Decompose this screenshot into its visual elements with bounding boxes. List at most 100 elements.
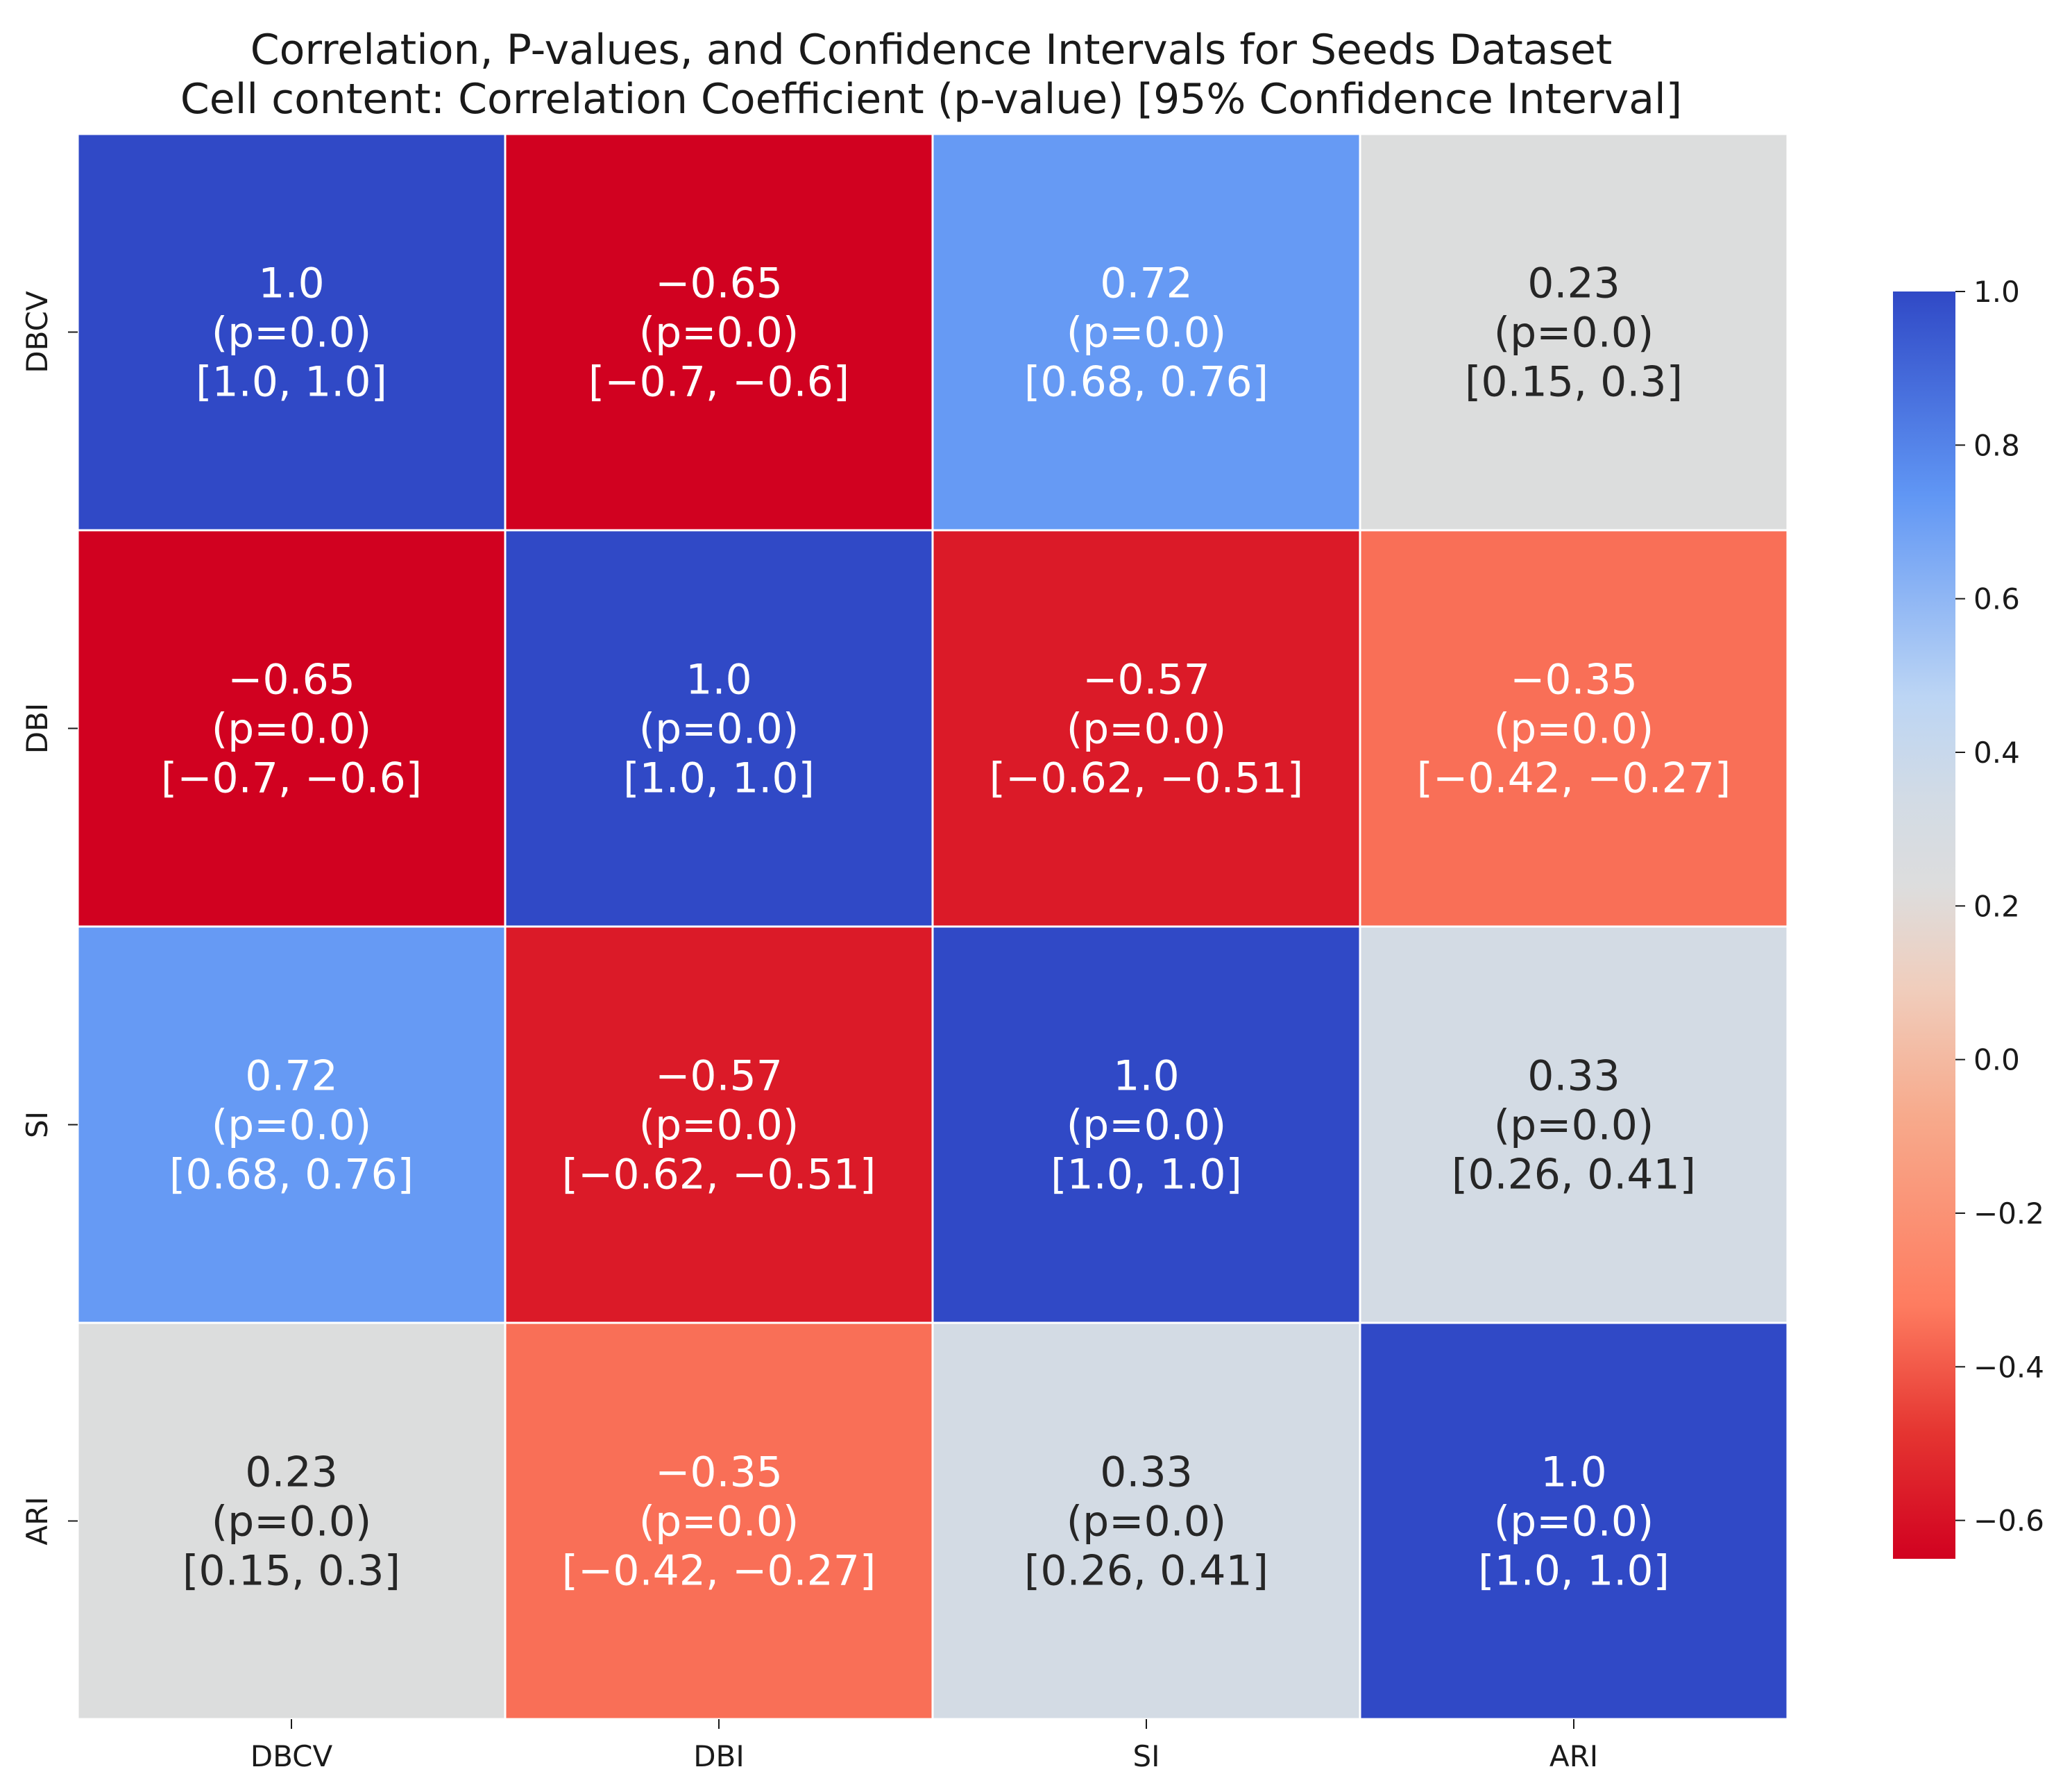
heatmap-cell-rect [1359,1321,1789,1721]
x-axis: DBCV DBI SI ARI [250,1719,1598,1773]
cell-correlation-label: −0.65 [228,656,355,704]
heatmap-cell: 0.33(p=0.0)[0.26, 0.41] [1359,925,1789,1324]
heatmap-cell: 1.0(p=0.0)[1.0, 1.0] [1359,1321,1789,1721]
colorbar-tick-label: −0.2 [1973,1197,2044,1231]
heatmap-cell-rect [504,925,934,1324]
cell-correlation-label: −0.35 [1510,656,1638,704]
heatmap-cell: −0.57(p=0.0)[−0.62, −0.51] [931,529,1361,928]
heatmap-cell-rect [504,529,934,928]
cell-correlation-label: −0.57 [1082,656,1210,704]
chart-subtitle: Cell content: Correlation Coefficient (p… [180,75,1682,124]
y-tick-label: DBCV [20,291,54,373]
heatmap-cell: 0.72(p=0.0)[0.68, 0.76] [931,133,1361,532]
cell-correlation-label: 0.72 [245,1052,338,1101]
heatmap-grid: 1.0(p=0.0)[1.0, 1.0]−0.65(p=0.0)[−0.7, −… [76,133,1789,1721]
cell-pvalue-label: (p=0.0) [212,1498,372,1546]
colorbar-bar [1893,291,1955,1559]
cell-pvalue-label: (p=0.0) [639,1101,799,1150]
heatmap-cell: 0.23(p=0.0)[0.15, 0.3] [1359,133,1789,532]
cell-ci-label: [1.0, 1.0] [1051,1151,1242,1199]
cell-ci-label: [0.68, 0.76] [169,1151,414,1199]
cell-ci-label: [1.0, 1.0] [196,358,387,407]
cell-pvalue-label: (p=0.0) [1494,309,1654,357]
y-tick-label: DBI [20,703,54,754]
heatmap-cell-rect [1359,925,1789,1324]
cell-ci-label: [−0.62, −0.51] [990,754,1304,803]
cell-correlation-label: 0.23 [245,1448,338,1497]
x-tick-label: DBI [693,1739,745,1773]
heatmap-cell: 0.23(p=0.0)[0.15, 0.3] [76,1321,507,1721]
cell-pvalue-label: (p=0.0) [1067,1101,1227,1150]
cell-correlation-label: −0.57 [655,1052,783,1101]
heatmap-cell: 0.33(p=0.0)[0.26, 0.41] [931,1321,1361,1721]
heatmap-cell: −0.35(p=0.0)[−0.42, −0.27] [1359,529,1789,928]
y-axis: DBCV DBI SI ARI [20,291,78,1546]
y-tick-label: ARI [20,1496,54,1545]
x-tick-label: DBCV [250,1739,333,1773]
cell-pvalue-label: (p=0.0) [1067,705,1227,754]
cell-pvalue-label: (p=0.0) [1067,309,1227,357]
cell-ci-label: [1.0, 1.0] [623,754,815,803]
heatmap-cell-rect [931,1321,1361,1721]
cell-ci-label: [0.26, 0.41] [1452,1151,1696,1199]
colorbar-tick-label: −0.4 [1973,1350,2044,1384]
chart-title: Correlation, P-values, and Confidence In… [250,26,1613,74]
cell-pvalue-label: (p=0.0) [212,309,372,357]
heatmap-cell-rect [931,133,1361,532]
cell-correlation-label: 0.33 [1100,1448,1193,1497]
cell-ci-label: [−0.62, −0.51] [562,1151,876,1199]
cell-pvalue-label: (p=0.0) [1494,705,1654,754]
colorbar-tick-label: 0.0 [1973,1043,2020,1077]
cell-pvalue-label: (p=0.0) [639,309,799,357]
cell-correlation-label: 0.33 [1527,1052,1620,1101]
cell-ci-label: [−0.7, −0.6] [588,358,849,407]
cell-correlation-label: 0.23 [1527,260,1620,308]
x-tick-label: ARI [1549,1739,1598,1773]
cell-pvalue-label: (p=0.0) [639,705,799,754]
cell-correlation-label: 1.0 [1113,1052,1179,1101]
cell-ci-label: [1.0, 1.0] [1478,1547,1670,1596]
heatmap-cell: 0.72(p=0.0)[0.68, 0.76] [76,925,507,1324]
heatmap-cell: −0.65(p=0.0)[−0.7, −0.6] [504,133,934,532]
heatmap-cell-rect [931,529,1361,928]
heatmap-cell-rect [504,133,934,532]
cell-ci-label: [0.68, 0.76] [1024,358,1268,407]
colorbar-tick-label: −0.6 [1973,1504,2044,1538]
colorbar-tick-label: 0.2 [1973,889,2020,923]
heatmap-cell-rect [76,1321,507,1721]
heatmap-cell-rect [76,133,507,532]
heatmap-cell: −0.35(p=0.0)[−0.42, −0.27] [504,1321,934,1721]
heatmap-cell-rect [1359,133,1789,532]
cell-pvalue-label: (p=0.0) [1067,1498,1227,1546]
heatmap-cell: 1.0(p=0.0)[1.0, 1.0] [931,925,1361,1324]
heatmap-cell-rect [1359,529,1789,928]
heatmap-cell: 1.0(p=0.0)[1.0, 1.0] [504,529,934,928]
heatmap-cell-rect [504,1321,934,1721]
cell-pvalue-label: (p=0.0) [639,1498,799,1546]
cell-ci-label: [0.15, 0.3] [182,1547,400,1596]
x-tick-label: SI [1132,1739,1160,1773]
colorbar-tick-label: 0.6 [1973,582,2020,616]
cell-ci-label: [−0.42, −0.27] [1417,754,1731,803]
cell-pvalue-label: (p=0.0) [212,1101,372,1150]
colorbar-tick-label: 0.8 [1973,428,2020,462]
cell-correlation-label: 1.0 [1540,1448,1606,1497]
cell-correlation-label: 1.0 [686,656,751,704]
cell-pvalue-label: (p=0.0) [1494,1498,1654,1546]
heatmap-cell: −0.65(p=0.0)[−0.7, −0.6] [76,529,507,928]
y-tick-label: SI [20,1111,54,1138]
cell-correlation-label: 0.72 [1100,260,1193,308]
cell-correlation-label: −0.65 [655,260,783,308]
heatmap-cell: −0.57(p=0.0)[−0.62, −0.51] [504,925,934,1324]
cell-ci-label: [0.15, 0.3] [1465,358,1683,407]
colorbar: 1.0 0.8 0.6 0.4 0.2 0.0 −0.2 −0.4 −0.6 [1893,275,2044,1559]
cell-correlation-label: −0.35 [655,1448,783,1497]
cell-pvalue-label: (p=0.0) [1494,1101,1654,1150]
cell-pvalue-label: (p=0.0) [212,705,372,754]
cell-ci-label: [−0.42, −0.27] [562,1547,876,1596]
cell-ci-label: [0.26, 0.41] [1024,1547,1268,1596]
heatmap-cell-rect [76,529,507,928]
colorbar-tick-label: 1.0 [1973,275,2020,309]
cell-correlation-label: 1.0 [258,260,324,308]
